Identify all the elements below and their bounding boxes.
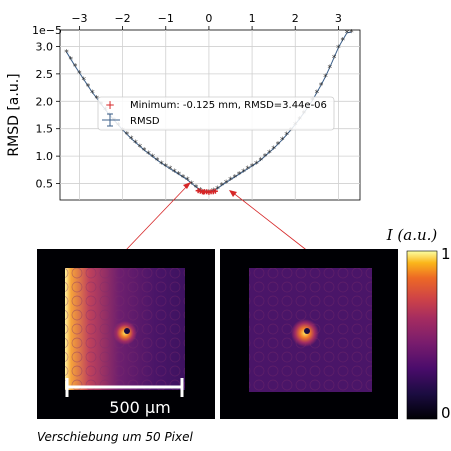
rmsd-point: * bbox=[271, 145, 276, 155]
rmsd-point: * bbox=[340, 36, 345, 46]
colorbar-label: I (a.u.) bbox=[386, 226, 438, 244]
figure-caption: Verschiebung um 50 Pixel bbox=[37, 430, 194, 444]
scale-bar-label: 500 µm bbox=[109, 398, 170, 417]
rmsd-point: * bbox=[258, 156, 263, 166]
rmsd-point: * bbox=[254, 160, 259, 170]
rmsd-point: * bbox=[168, 165, 173, 175]
y-tick-label: 2.5 bbox=[36, 68, 54, 81]
colorbar-min-label: 0 bbox=[441, 404, 451, 422]
rmsd-point: * bbox=[276, 141, 281, 151]
rmsd-point: * bbox=[250, 163, 255, 173]
rmsd-point: * bbox=[86, 82, 91, 92]
rmsd-point: * bbox=[151, 153, 156, 163]
rmsd-point: * bbox=[280, 136, 285, 146]
rmsd-point: * bbox=[267, 149, 272, 159]
y-tick-label: 3.0 bbox=[36, 40, 54, 53]
rmsd-point: * bbox=[336, 44, 341, 54]
y-tick-label: 1.0 bbox=[36, 150, 54, 163]
legend-box bbox=[97, 96, 335, 131]
rmsd-point: * bbox=[345, 29, 350, 39]
rmsd-point: * bbox=[146, 150, 151, 160]
rmsd-point: * bbox=[90, 89, 95, 99]
colorbar-max-label: 1 bbox=[441, 245, 451, 263]
series-minimum bbox=[195, 188, 218, 195]
legend-minimum-marker: + bbox=[105, 98, 115, 112]
rmsd-point: * bbox=[164, 163, 169, 173]
x-tick-label: −2 bbox=[114, 12, 130, 25]
y-tick-label: 1.5 bbox=[36, 123, 54, 136]
rmsd-point: * bbox=[246, 165, 251, 175]
legend-rmsd-marker bbox=[102, 113, 120, 127]
x-ticks: −3 −2 −1 0 1 2 3 bbox=[71, 12, 342, 30]
rmsd-point: * bbox=[155, 156, 160, 166]
legend-entry-rmsd: RMSD bbox=[130, 116, 160, 127]
rmsd-point: * bbox=[241, 168, 246, 178]
rmsd-point: * bbox=[328, 64, 333, 74]
rmsd-point: * bbox=[142, 147, 147, 157]
y-exponent: 1e−5 bbox=[32, 24, 62, 37]
rmsd-point: * bbox=[120, 126, 125, 136]
rmsd-point: * bbox=[263, 153, 268, 163]
arrow-right bbox=[231, 191, 310, 253]
rmsd-point: * bbox=[69, 56, 74, 66]
y-tick-label: 2.0 bbox=[36, 95, 54, 108]
rmsd-point: * bbox=[73, 63, 78, 73]
rmsd-point: * bbox=[332, 54, 337, 64]
arrow-left bbox=[125, 183, 190, 251]
x-tick-label: −1 bbox=[158, 12, 174, 25]
rmsd-point: * bbox=[284, 131, 289, 141]
rmsd-point: * bbox=[94, 95, 99, 105]
rmsd-point: * bbox=[77, 69, 82, 79]
y-ticks: 0.5 1.0 1.5 2.0 2.5 3.0 bbox=[36, 40, 60, 191]
colorbar: I (a.u.) 1 0 bbox=[386, 226, 451, 422]
rmsd-point: * bbox=[189, 180, 194, 190]
rmsd-point: * bbox=[172, 168, 177, 178]
y-tick-label: 0.5 bbox=[36, 178, 54, 191]
legend: + Minimum: -0.125 mm, RMSD=3.44e-06 RMSD bbox=[97, 96, 335, 131]
image-right bbox=[220, 249, 398, 419]
rmsd-point: * bbox=[289, 126, 294, 136]
rmsd-point: * bbox=[176, 171, 181, 181]
rmsd-point: * bbox=[194, 183, 199, 193]
image-left: 500 µm bbox=[37, 249, 215, 419]
annotation-arrows bbox=[125, 182, 310, 253]
rmsd-point: * bbox=[215, 185, 220, 195]
rmsd-point: * bbox=[323, 73, 328, 83]
x-tick-label: 1 bbox=[249, 12, 256, 25]
rmsd-point: * bbox=[181, 173, 186, 183]
x-tick-label: 2 bbox=[292, 12, 299, 25]
rmsd-point: * bbox=[129, 135, 134, 145]
rmsd-point: * bbox=[315, 89, 320, 99]
rmsd-point: * bbox=[224, 179, 229, 189]
x-tick-label: 0 bbox=[205, 12, 212, 25]
x-tick-label: −3 bbox=[71, 12, 87, 25]
rmsd-point: * bbox=[159, 160, 164, 170]
rmsd-point: * bbox=[319, 81, 324, 91]
x-tick-label: 3 bbox=[335, 12, 342, 25]
rmsd-point: * bbox=[228, 176, 233, 186]
rmsd-point: * bbox=[138, 143, 143, 153]
rmsd-point: * bbox=[349, 29, 354, 39]
y-axis-label: RMSD [a.u.] bbox=[6, 73, 22, 156]
rmsd-point: * bbox=[220, 182, 225, 192]
rmsd-point: * bbox=[185, 176, 190, 186]
rmsd-point: * bbox=[133, 139, 138, 149]
rmsd-point: * bbox=[233, 173, 238, 183]
rmsd-point: * bbox=[81, 76, 86, 86]
rmsd-point: * bbox=[125, 131, 130, 141]
legend-entry-minimum: Minimum: -0.125 mm, RMSD=3.44e-06 bbox=[130, 100, 327, 111]
rmsd-point: * bbox=[64, 48, 69, 58]
rmsd-point: * bbox=[237, 171, 242, 181]
